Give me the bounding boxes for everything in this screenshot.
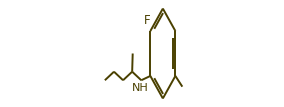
Text: F: F <box>144 14 151 27</box>
Text: NH: NH <box>132 83 149 93</box>
